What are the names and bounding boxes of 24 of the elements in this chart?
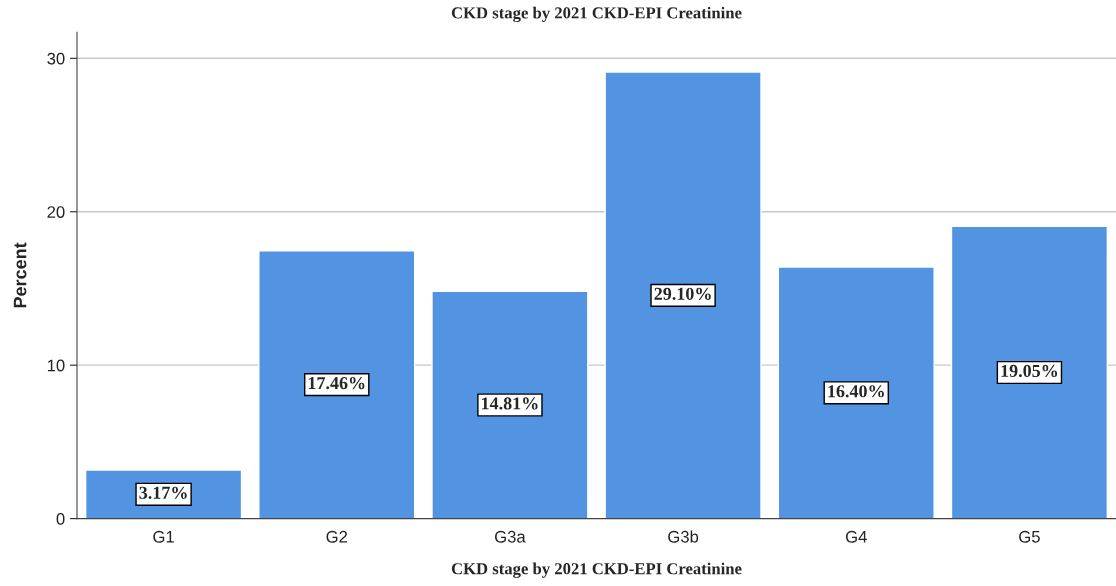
y-tick-label: 20	[47, 206, 65, 218]
bar	[950, 225, 1109, 519]
bar	[431, 290, 589, 519]
data-label: 3.17%	[139, 486, 187, 499]
y-tick-label: 30	[47, 52, 65, 65]
data-label: 19.05%	[1001, 364, 1058, 378]
data-label: 29.10%	[654, 287, 711, 300]
x-tick-label: G5	[1019, 530, 1040, 543]
data-label: 17.46%	[308, 377, 365, 390]
bar	[258, 250, 416, 519]
data-label: 16.40%	[828, 385, 884, 398]
y-axis-title: Percent	[13, 242, 27, 308]
x-tick-label: G2	[326, 530, 348, 543]
y-tick-label: 0	[56, 513, 65, 525]
y-tick-label: 10	[47, 359, 65, 372]
bar	[604, 71, 762, 519]
chart-title: CKD stage by 2021 CKD-EPI Creatinine	[451, 6, 742, 23]
x-axis-title: CKD stage by 2021 CKD-EPI Creatinine	[451, 562, 742, 578]
x-tick-label: G4	[845, 530, 867, 543]
x-tick-label: G3a	[495, 530, 526, 543]
data-label: 14.81%	[482, 397, 538, 410]
x-tick-label: G3b	[668, 530, 699, 543]
x-tick-label: G1	[153, 530, 174, 543]
bar	[777, 266, 935, 519]
